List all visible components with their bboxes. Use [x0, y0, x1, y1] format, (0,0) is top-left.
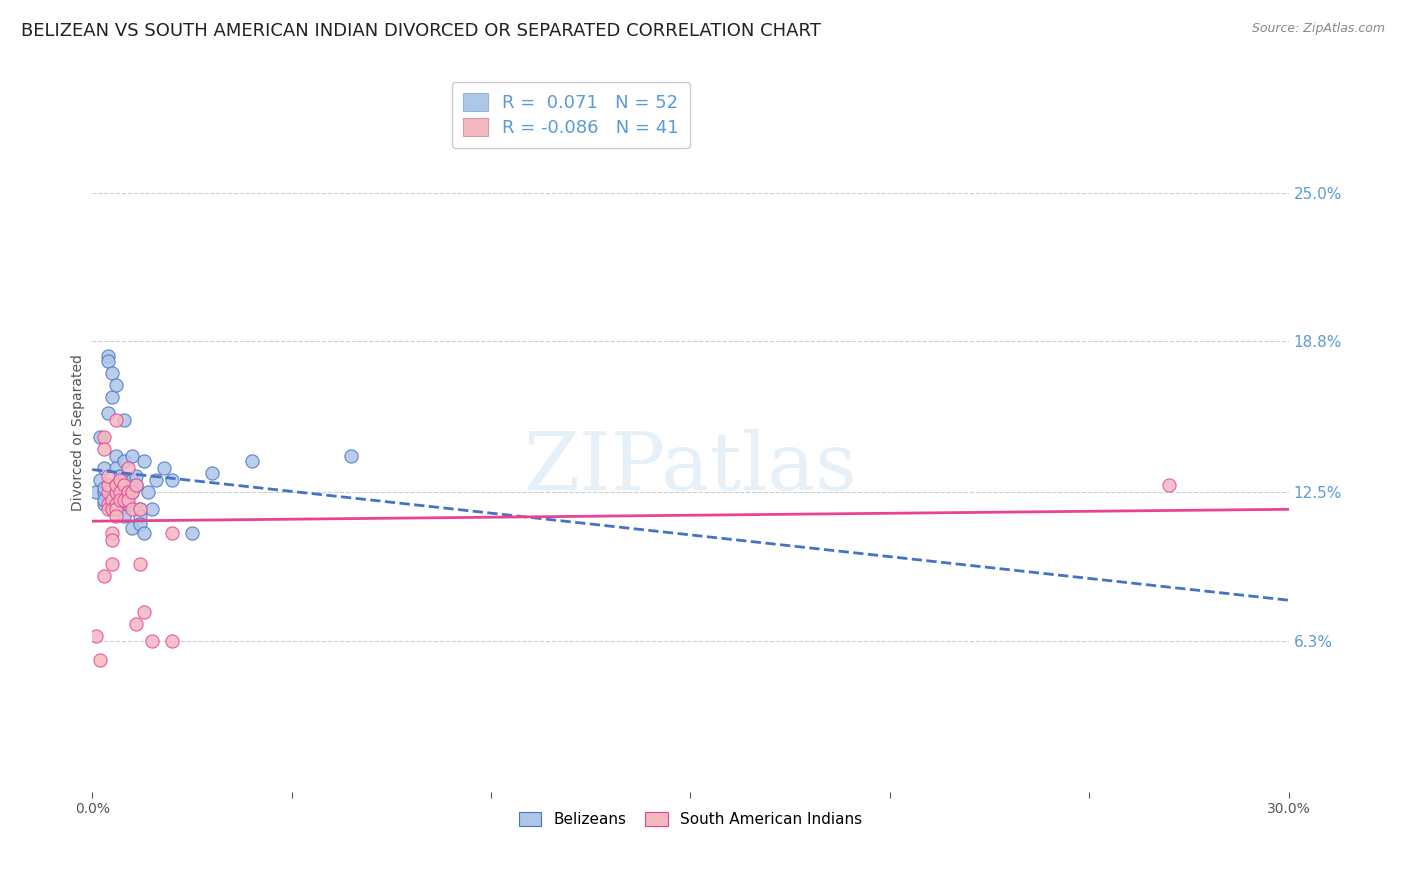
Point	[101, 558, 124, 572]
Point	[108, 474, 131, 488]
Point	[1157, 478, 1180, 492]
Text: ZIPatlas: ZIPatlas	[523, 429, 858, 508]
Point	[160, 526, 183, 541]
Point	[121, 450, 143, 464]
Point	[97, 502, 120, 516]
Point	[105, 502, 128, 516]
Point	[129, 509, 152, 524]
Point	[84, 485, 107, 500]
Legend: Belizeans, South American Indians: Belizeans, South American Indians	[510, 805, 870, 835]
Point	[101, 502, 124, 516]
Point	[112, 492, 135, 507]
Point	[240, 454, 263, 468]
Point	[112, 485, 135, 500]
Point	[84, 629, 107, 643]
Point	[97, 353, 120, 368]
Point	[93, 497, 115, 511]
Point	[117, 492, 139, 507]
Point	[97, 478, 120, 492]
Point	[105, 509, 128, 524]
Point	[121, 485, 143, 500]
Text: Source: ZipAtlas.com: Source: ZipAtlas.com	[1251, 22, 1385, 36]
Point	[89, 653, 111, 667]
Point	[105, 497, 128, 511]
Point	[117, 478, 139, 492]
Point	[112, 454, 135, 468]
Point	[105, 478, 128, 492]
Point	[129, 502, 152, 516]
Point	[93, 430, 115, 444]
Point	[112, 509, 135, 524]
Point	[132, 454, 155, 468]
Point	[108, 502, 131, 516]
Point	[101, 390, 124, 404]
Point	[93, 485, 115, 500]
Point	[105, 461, 128, 475]
Point	[89, 474, 111, 488]
Point	[180, 526, 202, 541]
Point	[121, 502, 143, 516]
Point	[132, 526, 155, 541]
Point	[108, 492, 131, 507]
Point	[112, 413, 135, 427]
Point	[101, 492, 124, 507]
Point	[105, 413, 128, 427]
Point	[108, 468, 131, 483]
Point	[105, 450, 128, 464]
Point	[97, 406, 120, 420]
Point	[101, 526, 124, 541]
Text: BELIZEAN VS SOUTH AMERICAN INDIAN DIVORCED OR SEPARATED CORRELATION CHART: BELIZEAN VS SOUTH AMERICAN INDIAN DIVORC…	[21, 22, 821, 40]
Point	[112, 474, 135, 488]
Point	[153, 461, 176, 475]
Point	[125, 468, 148, 483]
Point	[108, 485, 131, 500]
Point	[97, 349, 120, 363]
Point	[117, 474, 139, 488]
Point	[145, 474, 167, 488]
Point	[117, 497, 139, 511]
Point	[112, 485, 135, 500]
Point	[125, 617, 148, 632]
Point	[121, 485, 143, 500]
Point	[105, 377, 128, 392]
Point	[201, 467, 224, 481]
Point	[117, 461, 139, 475]
Point	[125, 478, 148, 492]
Y-axis label: Divorced or Separated: Divorced or Separated	[72, 354, 86, 511]
Point	[105, 485, 128, 500]
Point	[340, 450, 363, 464]
Point	[136, 485, 159, 500]
Point	[108, 497, 131, 511]
Point	[93, 492, 115, 507]
Point	[121, 521, 143, 535]
Point	[97, 497, 120, 511]
Point	[117, 485, 139, 500]
Point	[112, 478, 135, 492]
Point	[125, 478, 148, 492]
Point	[108, 485, 131, 500]
Point	[101, 366, 124, 380]
Point	[108, 474, 131, 488]
Point	[129, 558, 152, 572]
Point	[160, 634, 183, 648]
Point	[129, 516, 152, 531]
Point	[129, 502, 152, 516]
Point	[93, 461, 115, 475]
Point	[93, 442, 115, 457]
Point	[97, 485, 120, 500]
Point	[117, 485, 139, 500]
Point	[89, 430, 111, 444]
Point	[93, 481, 115, 495]
Point	[132, 605, 155, 619]
Point	[141, 634, 163, 648]
Point	[93, 569, 115, 583]
Point	[101, 533, 124, 548]
Point	[121, 474, 143, 488]
Point	[108, 478, 131, 492]
Point	[141, 502, 163, 516]
Point	[160, 474, 183, 488]
Point	[97, 468, 120, 483]
